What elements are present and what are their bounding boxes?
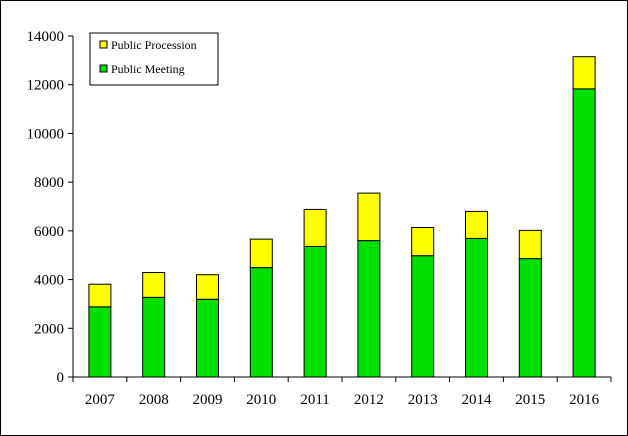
bar-public-meeting-2009 <box>196 298 219 378</box>
bar-public-procession-2012 <box>357 192 381 242</box>
x-tick-label-2010: 2010 <box>246 392 276 408</box>
bar-public-procession-2014 <box>465 210 488 239</box>
x-tick-label-2016: 2016 <box>569 392 600 408</box>
bar-public-meeting-2010 <box>249 267 273 378</box>
bar-public-procession-2008 <box>142 272 166 298</box>
x-tick-label-2008: 2008 <box>139 392 169 408</box>
legend-swatch-public-meeting <box>99 64 108 73</box>
y-tick-label: 4000 <box>34 273 64 289</box>
x-tick-label-2015: 2015 <box>515 392 545 408</box>
x-tick-label-2014: 2014 <box>462 392 493 408</box>
legend-label-public-procession: Public Procession <box>111 38 197 52</box>
bar-public-procession-2007 <box>88 283 112 308</box>
x-tick-label-2012: 2012 <box>354 392 384 408</box>
bar-public-meeting-2014 <box>465 237 488 378</box>
bar-public-meeting-2016 <box>572 88 596 378</box>
legend-label-public-meeting: Public Meeting <box>111 62 185 76</box>
y-tick-label: 0 <box>57 370 65 386</box>
bar-public-meeting-2008 <box>142 296 166 378</box>
legend-swatch-public-procession <box>99 40 108 49</box>
legend: Public Procession Public Meeting <box>89 32 219 86</box>
bar-public-meeting-2013 <box>411 255 435 378</box>
bar-public-procession-2009 <box>196 274 219 300</box>
bar-public-procession-2013 <box>411 226 435 257</box>
legend-box <box>89 32 219 86</box>
y-tick-label: 12000 <box>27 78 65 94</box>
bar-public-procession-2016 <box>572 56 596 90</box>
bar-public-meeting-2012 <box>357 240 381 378</box>
bars <box>88 56 596 378</box>
y-tick-label: 10000 <box>27 126 65 142</box>
bar-public-procession-2015 <box>518 229 542 260</box>
x-tick-labels: 2007 2008 2009 2010 2011 2012 2013 2014 2015 2016 <box>85 392 600 408</box>
x-tick-label-2013: 2013 <box>408 392 438 408</box>
y-tick-label: 8000 <box>34 175 64 191</box>
y-tick-label: 14000 <box>27 29 65 45</box>
x-tick-label-2009: 2009 <box>193 392 223 408</box>
bar-public-meeting-2011 <box>303 245 327 378</box>
bar-public-procession-2010 <box>249 238 273 269</box>
bar-public-meeting-2015 <box>518 258 542 378</box>
y-tick-label: 2000 <box>34 321 64 337</box>
bar-public-procession-2011 <box>303 208 327 247</box>
y-tick-label: 6000 <box>34 224 64 240</box>
bar-public-meeting-2007 <box>88 306 112 378</box>
x-tick-label-2007: 2007 <box>85 392 116 408</box>
x-tick-label-2011: 2011 <box>300 392 329 408</box>
y-tick-labels: 0 2000 4000 6000 8000 10000 12000 14000 <box>27 29 65 386</box>
